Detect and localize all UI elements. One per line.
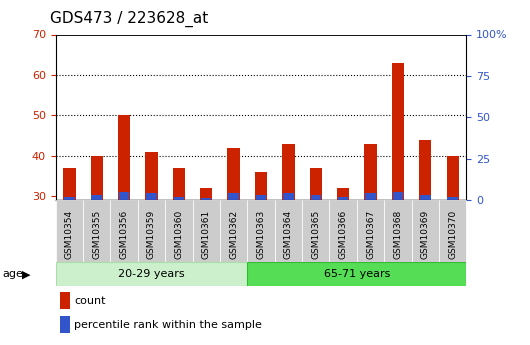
Text: age: age (3, 269, 23, 279)
Bar (412, 200, 439, 262)
Text: GSM10369: GSM10369 (421, 209, 430, 259)
Text: GSM10365: GSM10365 (311, 209, 320, 259)
Bar (447, 197, 458, 200)
Bar (283, 194, 294, 200)
Bar (393, 192, 403, 200)
Bar (138, 200, 165, 262)
Bar (330, 200, 357, 262)
Bar (248, 200, 275, 262)
Bar (60, 316, 70, 333)
Bar (337, 188, 349, 200)
Bar (146, 194, 157, 200)
Bar (110, 200, 138, 262)
Bar (248, 262, 466, 286)
Text: GSM10366: GSM10366 (339, 209, 348, 259)
Bar (227, 148, 240, 200)
Bar (192, 200, 220, 262)
Bar (174, 197, 184, 200)
Bar (201, 198, 211, 200)
Bar (60, 292, 70, 309)
Text: 65-71 years: 65-71 years (324, 269, 390, 279)
Text: 20-29 years: 20-29 years (118, 269, 185, 279)
Bar (256, 195, 266, 200)
Bar (56, 200, 83, 262)
Text: count: count (74, 296, 105, 306)
Text: GSM10364: GSM10364 (284, 209, 293, 258)
Text: GSM10360: GSM10360 (174, 209, 183, 259)
Text: GSM10370: GSM10370 (448, 209, 457, 259)
Text: GSM10361: GSM10361 (202, 209, 211, 259)
Bar (64, 197, 75, 200)
Bar (83, 200, 110, 262)
Text: GSM10355: GSM10355 (92, 209, 101, 259)
Bar (357, 200, 384, 262)
Text: percentile rank within the sample: percentile rank within the sample (74, 320, 262, 330)
Bar (91, 156, 103, 200)
Bar (282, 144, 295, 200)
Bar (200, 188, 213, 200)
Text: GSM10359: GSM10359 (147, 209, 156, 259)
Text: GSM10363: GSM10363 (257, 209, 266, 259)
Bar (338, 197, 348, 200)
Text: ▶: ▶ (22, 269, 31, 279)
Bar (384, 200, 412, 262)
Bar (365, 194, 376, 200)
Bar (302, 200, 330, 262)
Text: GDS473 / 223628_at: GDS473 / 223628_at (50, 10, 209, 27)
Bar (220, 200, 248, 262)
Bar (365, 144, 377, 200)
Text: GSM10367: GSM10367 (366, 209, 375, 259)
Bar (439, 200, 466, 262)
Bar (119, 192, 129, 200)
Text: GSM10356: GSM10356 (120, 209, 129, 259)
Bar (419, 139, 431, 200)
Text: GSM10368: GSM10368 (393, 209, 402, 259)
Bar (311, 195, 321, 200)
Text: GSM10354: GSM10354 (65, 209, 74, 258)
Bar (420, 195, 430, 200)
Bar (63, 168, 75, 200)
Bar (92, 195, 102, 200)
Bar (145, 152, 157, 200)
Bar (173, 168, 185, 200)
Bar (118, 115, 130, 200)
Bar (447, 156, 459, 200)
Bar (255, 172, 267, 200)
Bar (56, 262, 248, 286)
Bar (310, 168, 322, 200)
Text: GSM10362: GSM10362 (229, 209, 238, 258)
Bar (392, 63, 404, 200)
Bar (228, 194, 239, 200)
Bar (275, 200, 302, 262)
Bar (165, 200, 192, 262)
